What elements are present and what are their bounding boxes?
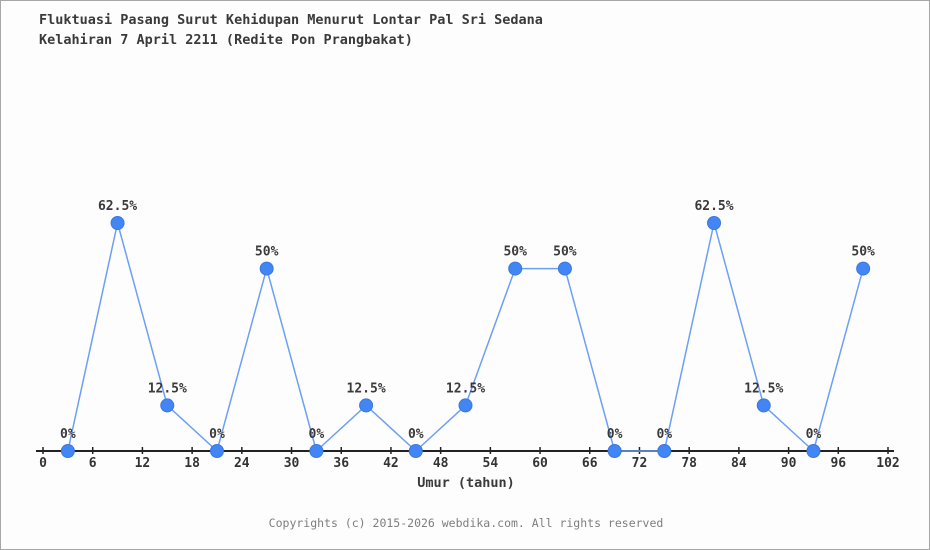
data-point bbox=[756, 398, 771, 413]
data-point-label: 0% bbox=[408, 427, 424, 442]
data-point-label: 50% bbox=[503, 245, 527, 260]
data-point-label: 12.5% bbox=[148, 381, 187, 396]
chart-title-line1: Fluktuasi Pasang Surut Kehidupan Menurut… bbox=[39, 12, 543, 28]
data-point bbox=[160, 398, 175, 413]
data-point bbox=[259, 261, 274, 276]
data-point bbox=[806, 444, 821, 458]
data-point-label: 62.5% bbox=[98, 199, 137, 214]
x-axis-tick-label: 18 bbox=[184, 456, 200, 471]
x-axis-tick-label: 60 bbox=[532, 456, 548, 471]
x-axis-title: Umur (tahun) bbox=[417, 475, 515, 491]
x-axis-tick-label: 12 bbox=[135, 456, 151, 471]
x-axis-tick-label: 36 bbox=[333, 456, 349, 471]
footer-copyright: Copyrights (c) 2015-2026 webdika.com. Al… bbox=[268, 516, 664, 530]
data-point-label: 0% bbox=[607, 427, 623, 442]
data-point-label: 0% bbox=[309, 427, 325, 442]
x-axis-tick-label: 84 bbox=[731, 456, 747, 471]
data-point bbox=[607, 444, 622, 458]
data-point-label: 50% bbox=[255, 245, 279, 260]
x-axis-tick-label: 54 bbox=[483, 456, 499, 471]
x-axis-tick-label: 78 bbox=[681, 456, 697, 471]
x-axis-tick-label: 6 bbox=[89, 456, 97, 471]
chart-title: Fluktuasi Pasang Surut Kehidupan Menurut… bbox=[39, 10, 543, 50]
data-point bbox=[309, 444, 324, 458]
data-point-label: 0% bbox=[60, 427, 76, 442]
data-point-label: 0% bbox=[209, 427, 225, 442]
x-axis-tick-label: 102 bbox=[876, 456, 899, 471]
x-axis-tick-label: 0 bbox=[39, 456, 47, 471]
x-axis-tick-label: 66 bbox=[582, 456, 598, 471]
data-point bbox=[110, 216, 125, 230]
data-point-label: 0% bbox=[656, 427, 672, 442]
data-point-label: 62.5% bbox=[694, 199, 733, 214]
x-axis-tick-label: 48 bbox=[433, 456, 449, 471]
data-point bbox=[856, 261, 871, 276]
chart-title-line2: Kelahiran 7 April 2211 (Redite Pon Prang… bbox=[39, 32, 413, 48]
data-point bbox=[359, 398, 374, 413]
data-point bbox=[657, 444, 672, 458]
data-point-label: 50% bbox=[553, 245, 577, 260]
data-series-line bbox=[67, 222, 864, 452]
x-axis-tick-label: 90 bbox=[781, 456, 797, 471]
data-point bbox=[209, 444, 224, 458]
x-axis-tick-label: 42 bbox=[383, 456, 399, 471]
data-point-label: 50% bbox=[851, 245, 875, 260]
x-axis-tick-label: 72 bbox=[632, 456, 648, 471]
data-point bbox=[707, 216, 722, 230]
data-point-label: 12.5% bbox=[446, 381, 485, 396]
data-point bbox=[408, 444, 423, 458]
data-point-label: 0% bbox=[806, 427, 822, 442]
data-point bbox=[458, 398, 473, 413]
x-axis-tick-label: 30 bbox=[284, 456, 300, 471]
data-point bbox=[60, 444, 75, 458]
data-point-label: 12.5% bbox=[347, 381, 386, 396]
x-axis-tick-label: 96 bbox=[830, 456, 846, 471]
data-point bbox=[557, 261, 572, 276]
data-point bbox=[508, 261, 523, 276]
x-axis-tick-label: 24 bbox=[234, 456, 250, 471]
data-point-label: 12.5% bbox=[744, 381, 783, 396]
